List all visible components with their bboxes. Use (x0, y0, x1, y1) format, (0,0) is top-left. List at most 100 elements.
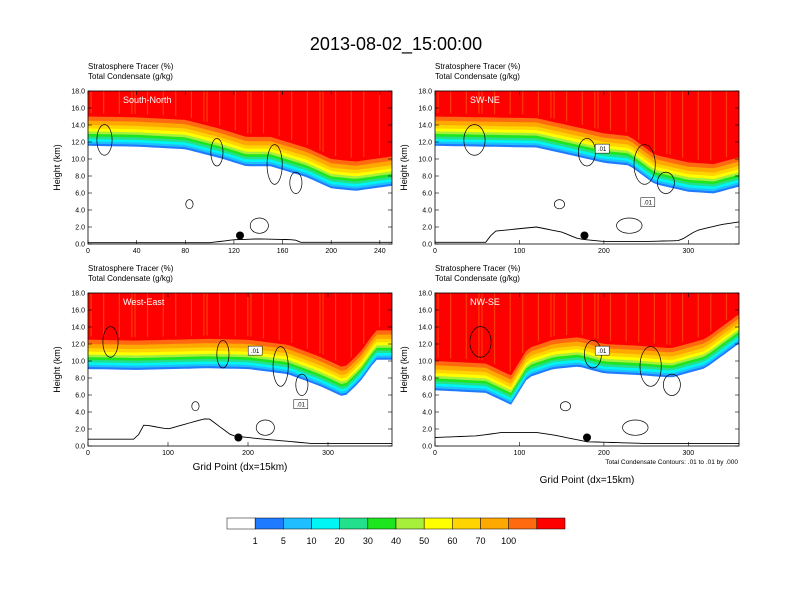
contour-label-box (594, 345, 610, 356)
plot-frame (87, 90, 393, 245)
y-tick-label: 4.0 (75, 410, 85, 417)
contour-label: .01 (598, 349, 607, 355)
terrain-line (435, 221, 739, 243)
colorbar-cell (536, 517, 566, 530)
y-tick-label: 12.0 (418, 342, 432, 349)
x-axis-label: Grid Point (dx=15km) (193, 462, 288, 473)
field-title: Stratosphere Tracer (%) (88, 264, 174, 273)
colorbar-cell (283, 517, 312, 530)
colorbar-label: 1 (253, 536, 258, 546)
y-tick-label: 10.0 (71, 359, 85, 366)
contour-label-box (293, 399, 309, 409)
contour-title: Total Condensate (g/kg) (88, 274, 173, 283)
panel-label: West-East (123, 297, 165, 307)
colorbar-cell (395, 517, 425, 530)
y-tick-label: 14.0 (71, 325, 85, 332)
condensate-contour (216, 340, 230, 369)
colorbar-label: 70 (475, 536, 485, 546)
colorbar-cell (452, 517, 481, 530)
colorbar-cell (254, 517, 284, 530)
x-tick-label: 80 (181, 248, 189, 255)
plot-area (88, 91, 392, 244)
location-marker (234, 433, 243, 442)
condensate-contour (657, 171, 675, 194)
condensate-contour (266, 144, 283, 185)
condensate-contour (663, 373, 681, 396)
plot-area: .01 (435, 293, 739, 446)
colorbar-cell (423, 517, 453, 530)
contour-label-box (594, 143, 610, 154)
y-axis-label: Height (km) (52, 144, 62, 191)
colorbar-label: 60 (447, 536, 457, 546)
colorbar-cell (508, 517, 538, 530)
y-tick-label: 2.0 (75, 225, 85, 232)
condensate-contour (622, 419, 649, 436)
condensate-contour (289, 171, 303, 194)
condensate-contour (255, 419, 275, 436)
condensate-contour (191, 401, 200, 412)
colorbar-cell (339, 517, 369, 530)
field-title: Stratosphere Tracer (%) (435, 62, 521, 71)
panel-top-left: South-North 0.0 2.0 4.0 6.0 8.0 10.0 12.0 14.0 16… (52, 62, 393, 255)
x-tick-label: 0 (433, 248, 437, 255)
tracer-core (88, 91, 392, 162)
contour-label: .01 (297, 403, 306, 409)
contour-note: Total Condensate Contours: .01 to .01 by… (605, 459, 738, 466)
y-tick-label: 6.0 (75, 393, 85, 400)
colorbar-cell (226, 517, 256, 530)
x-tick-label: 0 (86, 248, 90, 255)
x-tick-label: 120 (228, 248, 240, 255)
panel-bottom-right: .01 NW-SE 0.0 2.0 4.0 6.0 8.0 10.0 12.0 14.0 16.0 1… (399, 264, 740, 486)
colorbar-label: 100 (501, 536, 516, 546)
panels: South-North 0.0 2.0 4.0 6.0 8.0 10.0 12.0 14.0 16… (52, 62, 740, 486)
contour-title: Total Condensate (g/kg) (435, 72, 520, 81)
contour-label-box (640, 197, 656, 207)
y-tick-label: 4.0 (422, 208, 432, 215)
colorbar-cell (311, 517, 340, 530)
y-tick-label: 18.0 (71, 291, 85, 298)
plot-area: .01 .01 (88, 293, 392, 446)
y-tick-label: 8.0 (422, 174, 432, 181)
x-tick-label: 100 (514, 248, 526, 255)
condensate-contour (210, 138, 224, 167)
y-axis-label: Height (km) (399, 144, 409, 191)
location-marker (583, 433, 591, 442)
colorbar-label: 20 (335, 536, 345, 546)
y-tick-label: 18.0 (71, 89, 85, 96)
y-tick-label: 10.0 (71, 157, 85, 164)
colorbar: 1 5 10 20 30 40 50 60 70 100 (226, 517, 566, 546)
y-tick-label: 4.0 (75, 208, 85, 215)
y-tick-label: 6.0 (422, 191, 432, 198)
colorbar-label: 5 (281, 536, 286, 546)
panel-bottom-left: .01 .01 West-East 0.0 2.0 4.0 6.0 8.0 10.0 12.0 14… (52, 264, 393, 473)
tracer-core (88, 293, 392, 367)
condensate-contour (633, 144, 656, 185)
condensate-contour (463, 124, 486, 156)
y-tick-label: 4.0 (422, 410, 432, 417)
panel-top-right: .01 .01 SW-NE 0.0 2.0 4.0 6.0 8.0 10.0 12.0 14.0 16… (399, 62, 740, 255)
y-tick-label: 18.0 (418, 291, 432, 298)
colorbar-label: 50 (419, 536, 429, 546)
x-axis-label: Grid Point (dx=15km) (540, 475, 635, 486)
y-tick-label: 0.0 (75, 444, 85, 451)
y-tick-label: 16.0 (418, 106, 432, 113)
y-tick-label: 16.0 (71, 106, 85, 113)
y-tick-label: 14.0 (71, 123, 85, 130)
y-tick-label: 2.0 (422, 427, 432, 434)
panel-label: South-North (123, 95, 172, 105)
x-tick-label: 200 (598, 248, 610, 255)
field-title: Stratosphere Tracer (%) (88, 62, 174, 71)
y-tick-label: 8.0 (75, 376, 85, 383)
x-tick-label: 240 (374, 248, 386, 255)
condensate-contour (295, 373, 309, 396)
y-tick-label: 14.0 (418, 123, 432, 130)
x-tick-label: 200 (325, 248, 337, 255)
y-tick-label: 12.0 (71, 140, 85, 147)
condensate-contour (639, 346, 662, 387)
tracer-core (435, 91, 739, 165)
y-tick-label: 10.0 (418, 157, 432, 164)
y-tick-label: 6.0 (422, 393, 432, 400)
y-tick-label: 0.0 (75, 242, 85, 249)
plot-frame (434, 292, 740, 447)
